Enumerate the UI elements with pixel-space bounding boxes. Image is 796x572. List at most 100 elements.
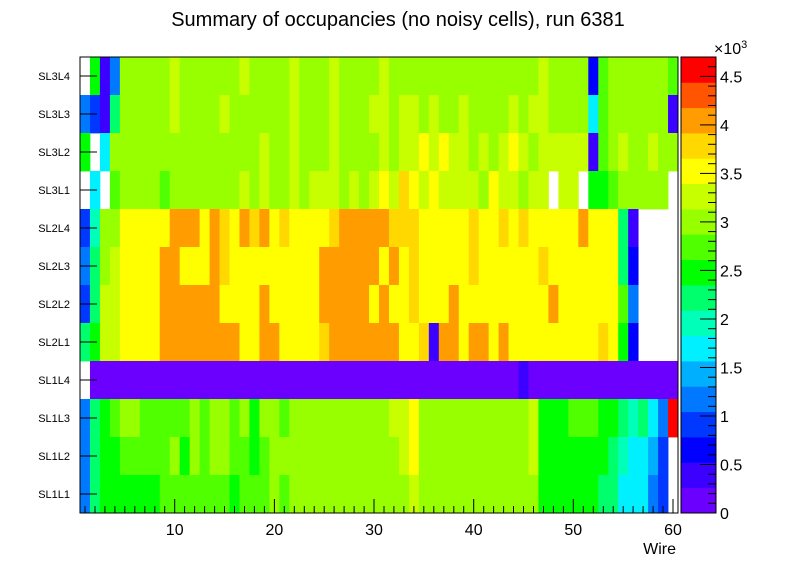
- heatmap-cell: [109, 475, 121, 514]
- heatmap-cell: [648, 57, 659, 96]
- color-scale-segment: [681, 107, 716, 134]
- heatmap-cell: [169, 323, 181, 362]
- heatmap-cell: [408, 57, 420, 96]
- heatmap-cell: [149, 209, 161, 248]
- heatmap-cell: [99, 285, 111, 324]
- heatmap-cell: [359, 475, 370, 514]
- heatmap-cell: [319, 95, 330, 134]
- heatmap-cell: [199, 437, 210, 476]
- heatmap-cell: [269, 247, 280, 286]
- heatmap-cell: [488, 437, 499, 476]
- heatmap-cell: [289, 171, 300, 210]
- x-axis-tick-label: 60: [664, 522, 682, 539]
- color-scale-tick-label: 0: [720, 506, 729, 523]
- heatmap-cell: [388, 247, 400, 286]
- heatmap-cell: [149, 361, 161, 400]
- heatmap-cell: [259, 247, 270, 286]
- heatmap-cell: [388, 57, 400, 96]
- heatmap-cell: [239, 285, 250, 324]
- heatmap-cell: [398, 361, 410, 400]
- heatmap-cell: [458, 209, 470, 248]
- color-scale-tick-label: 3: [720, 215, 729, 232]
- heatmap-cell: [548, 437, 559, 476]
- heatmap-cell: [319, 285, 330, 324]
- heatmap-cell: [468, 437, 480, 476]
- heatmap-cell: [149, 399, 161, 438]
- heatmap-cell: [109, 247, 121, 286]
- heatmap-cell: [279, 323, 290, 362]
- heatmap-cell: [379, 247, 390, 286]
- heatmap-cell: [488, 95, 499, 134]
- heatmap-cell: [508, 361, 519, 400]
- heatmap-cell: [388, 209, 400, 248]
- heatmap-cell: [538, 475, 549, 514]
- heatmap-cell: [638, 361, 649, 400]
- heatmap-cell: [408, 437, 420, 476]
- heatmap-cell: [149, 285, 161, 324]
- heatmap-cell: [199, 95, 210, 134]
- heatmap-cell: [289, 209, 300, 248]
- heatmap-cell: [498, 285, 509, 324]
- heatmap-cell: [448, 323, 460, 362]
- heatmap-cell: [159, 285, 171, 324]
- heatmap-cell: [249, 475, 260, 514]
- heatmap-cell: [239, 57, 250, 96]
- heatmap-cell: [638, 437, 649, 476]
- heatmap-cell: [538, 95, 549, 134]
- heatmap-cell: [209, 247, 220, 286]
- color-scale-frame: [680, 56, 717, 514]
- heatmap-cell: [628, 247, 639, 286]
- heatmap-cell: [498, 361, 509, 400]
- heatmap-cell: [209, 95, 220, 134]
- heatmap-cell: [568, 57, 579, 96]
- x-axis-tick-label: 10: [166, 522, 184, 539]
- heatmap-cell: [289, 437, 300, 476]
- heatmap-cell: [408, 209, 420, 248]
- heatmap-cell: [448, 285, 460, 324]
- heatmap-cell: [388, 475, 400, 514]
- heatmap-cell: [169, 171, 181, 210]
- heatmap-cell: [398, 171, 410, 210]
- heatmap-cell: [229, 437, 240, 476]
- heatmap-cell: [339, 57, 350, 96]
- heatmap-cell: [418, 361, 430, 400]
- heatmap-cell: [508, 171, 519, 210]
- heatmap-cell: [329, 133, 340, 172]
- heatmap-cell: [598, 247, 609, 286]
- heatmap-cell: [568, 437, 579, 476]
- heatmap-cell: [339, 209, 350, 248]
- heatmap-cell: [379, 209, 390, 248]
- heatmap-cell: [648, 399, 659, 438]
- heatmap-cell: [548, 209, 559, 248]
- color-scale-tick-label: 4: [720, 118, 729, 135]
- heatmap-cell: [199, 475, 210, 514]
- heatmap-cell: [379, 95, 390, 134]
- heatmap-cell: [329, 323, 340, 362]
- heatmap-cell: [369, 437, 380, 476]
- y-axis-row-label: SL2L3: [38, 261, 70, 273]
- heatmap-cell: [528, 285, 539, 324]
- heatmap-cell: [299, 247, 310, 286]
- heatmap-cell: [359, 437, 370, 476]
- heatmap-cell: [339, 437, 350, 476]
- z-multiplier-exponent: 3: [741, 39, 747, 51]
- heatmap-cell: [588, 399, 599, 438]
- heatmap-cell: [349, 57, 360, 96]
- heatmap-cell: [608, 399, 619, 438]
- color-scale-segment: [681, 82, 716, 109]
- heatmap-cell: [179, 475, 191, 514]
- heatmap-cell: [398, 57, 410, 96]
- heatmap-cell: [458, 171, 470, 210]
- heatmap-cell: [398, 475, 410, 514]
- heatmap-cell: [229, 285, 240, 324]
- heatmap-cell: [418, 133, 430, 172]
- heatmap-cell: [618, 475, 629, 514]
- color-scale-segment: [681, 133, 716, 159]
- heatmap-cell: [458, 285, 470, 324]
- heatmap-cell: [139, 133, 151, 172]
- color-scale-segment: [681, 285, 716, 311]
- heatmap-cell: [398, 95, 410, 134]
- heatmap-cell: [398, 323, 410, 362]
- heatmap-cell: [618, 323, 629, 362]
- heatmap-cell: [438, 475, 450, 514]
